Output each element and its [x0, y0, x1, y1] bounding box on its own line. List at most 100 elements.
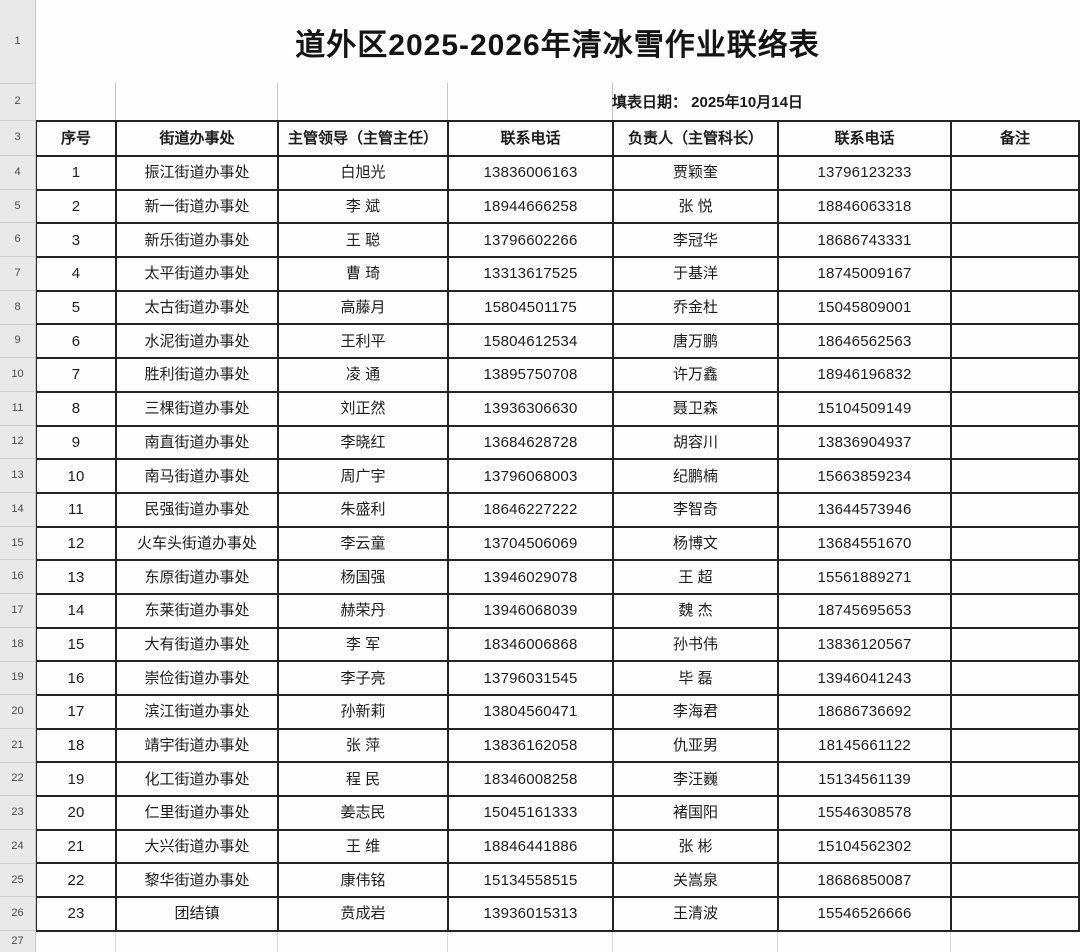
cell-leader-phone[interactable]: 15804612534: [447, 323, 614, 360]
cell-note[interactable]: [950, 525, 1080, 562]
column-header-0[interactable]: 序号: [35, 120, 117, 157]
cell-no[interactable]: 15: [35, 626, 117, 663]
cell-leader-phone[interactable]: 13704506069: [447, 525, 614, 562]
cell-leader[interactable]: 李子亮: [277, 660, 449, 696]
cell-leader-phone[interactable]: 13796068003: [447, 458, 614, 494]
column-header-4[interactable]: 负责人（主管科长）: [612, 120, 779, 157]
cell-leader-phone[interactable]: 13796602266: [447, 222, 614, 259]
cell-manager-phone[interactable]: 13836120567: [777, 626, 952, 663]
cell-leader[interactable]: 白旭光: [277, 155, 449, 191]
cell-no[interactable]: 14: [35, 592, 117, 629]
cell-leader[interactable]: 程 民: [277, 761, 449, 798]
cell-leader-phone[interactable]: 18346008258: [447, 761, 614, 798]
cell-manager-phone[interactable]: 13836904937: [777, 424, 952, 461]
cell-manager[interactable]: 张 悦: [612, 188, 779, 225]
row-number[interactable]: 11: [11, 401, 24, 414]
cell-office[interactable]: 胜利街道办事处: [115, 357, 279, 393]
cell-manager-phone[interactable]: 18846063318: [777, 188, 952, 225]
row-number[interactable]: 16: [11, 570, 24, 583]
cell-manager-phone[interactable]: 15663859234: [777, 458, 952, 494]
cell-note[interactable]: [950, 155, 1080, 191]
cell-office[interactable]: 振江街道办事处: [115, 155, 279, 191]
cell-leader[interactable]: 姜志民: [277, 795, 449, 831]
cell-no[interactable]: 2: [35, 188, 117, 225]
cell-leader-phone[interactable]: 13946068039: [447, 592, 614, 629]
fill-date-cell[interactable]: 填表日期： 2025年10月14日: [612, 83, 1077, 120]
cell-office[interactable]: 黎华街道办事处: [115, 862, 279, 899]
cell-note[interactable]: [950, 862, 1080, 899]
cell-note[interactable]: [950, 761, 1080, 798]
cell-manager-phone[interactable]: 18686743331: [777, 222, 952, 259]
row-number[interactable]: 5: [14, 199, 21, 212]
cell-leader-phone[interactable]: 13946029078: [447, 559, 614, 595]
cell-manager[interactable]: 魏 杰: [612, 592, 779, 629]
row-number[interactable]: 8: [14, 300, 21, 313]
cell-manager[interactable]: 孙书伟: [612, 626, 779, 663]
cell-note[interactable]: [950, 256, 1080, 292]
cell-leader[interactable]: 朱盛利: [277, 491, 449, 528]
cell-leader[interactable]: 王利平: [277, 323, 449, 360]
cell-note[interactable]: [950, 323, 1080, 360]
cell-note[interactable]: [950, 592, 1080, 629]
cell-note[interactable]: [950, 828, 1080, 865]
cell-note[interactable]: [950, 222, 1080, 259]
cell-no[interactable]: 7: [35, 357, 117, 393]
cell-manager[interactable]: 王清波: [612, 896, 779, 932]
cell-leader-phone[interactable]: 15134558515: [447, 862, 614, 899]
cell-note[interactable]: [950, 390, 1080, 427]
cell-office[interactable]: 大有街道办事处: [115, 626, 279, 663]
cell-manager[interactable]: 胡容川: [612, 424, 779, 461]
cell-manager[interactable]: 杨博文: [612, 525, 779, 562]
cell-leader[interactable]: 王 维: [277, 828, 449, 865]
cell-note[interactable]: [950, 424, 1080, 461]
cell-note[interactable]: [950, 694, 1080, 730]
cell-manager[interactable]: 聂卫森: [612, 390, 779, 427]
cell-manager-phone[interactable]: 13684551670: [777, 525, 952, 562]
cell-manager[interactable]: 李汪巍: [612, 761, 779, 798]
cell-leader-phone[interactable]: 15045161333: [447, 795, 614, 831]
cell-manager-phone[interactable]: 18646562563: [777, 323, 952, 360]
row-number[interactable]: 10: [11, 368, 24, 381]
cell-manager-phone[interactable]: 15104562302: [777, 828, 952, 865]
cell-leader-phone[interactable]: 18346006868: [447, 626, 614, 663]
cell-no[interactable]: 16: [35, 660, 117, 696]
cell-office[interactable]: 新乐街道办事处: [115, 222, 279, 259]
cell-manager-phone[interactable]: 15546526666: [777, 896, 952, 932]
cell-leader[interactable]: 贲成岩: [277, 896, 449, 932]
cell-leader-phone[interactable]: 13936306630: [447, 390, 614, 427]
cell-manager[interactable]: 贾颖奎: [612, 155, 779, 191]
row-number[interactable]: 14: [11, 502, 24, 515]
cell-leader-phone[interactable]: 13313617525: [447, 256, 614, 292]
cell-leader[interactable]: 孙新莉: [277, 694, 449, 730]
row-number[interactable]: 26: [11, 907, 24, 920]
cell-no[interactable]: 12: [35, 525, 117, 562]
cell-leader-phone[interactable]: 18646227222: [447, 491, 614, 528]
cell-manager-phone[interactable]: 13946041243: [777, 660, 952, 696]
cell-leader[interactable]: 曹 琦: [277, 256, 449, 292]
cell-note[interactable]: [950, 727, 1080, 764]
cell-office[interactable]: 水泥街道办事处: [115, 323, 279, 360]
cell-manager[interactable]: 许万鑫: [612, 357, 779, 393]
row-number[interactable]: 1: [14, 35, 21, 47]
cell-leader[interactable]: 李 斌: [277, 188, 449, 225]
cell-manager-phone[interactable]: 18745009167: [777, 256, 952, 292]
cell-no[interactable]: 22: [35, 862, 117, 899]
cell-office[interactable]: 太古街道办事处: [115, 289, 279, 326]
row-number[interactable]: 19: [11, 671, 24, 684]
row-number[interactable]: 15: [11, 536, 24, 549]
cell-note[interactable]: [950, 896, 1080, 932]
cell-leader[interactable]: 杨国强: [277, 559, 449, 595]
cell-office[interactable]: 南马街道办事处: [115, 458, 279, 494]
cell-no[interactable]: 3: [35, 222, 117, 259]
cell-manager-phone[interactable]: 15134561139: [777, 761, 952, 798]
row-number[interactable]: 2: [14, 95, 21, 107]
cell-office[interactable]: 崇俭街道办事处: [115, 660, 279, 696]
cell-manager[interactable]: 张 彬: [612, 828, 779, 865]
column-header-5[interactable]: 联系电话: [777, 120, 952, 157]
row-number[interactable]: 23: [11, 806, 24, 819]
cell-manager-phone[interactable]: 13796123233: [777, 155, 952, 191]
cell-leader[interactable]: 张 萍: [277, 727, 449, 764]
cell-office[interactable]: 民强街道办事处: [115, 491, 279, 528]
row-number[interactable]: 18: [11, 637, 24, 650]
cell-office[interactable]: 仁里街道办事处: [115, 795, 279, 831]
